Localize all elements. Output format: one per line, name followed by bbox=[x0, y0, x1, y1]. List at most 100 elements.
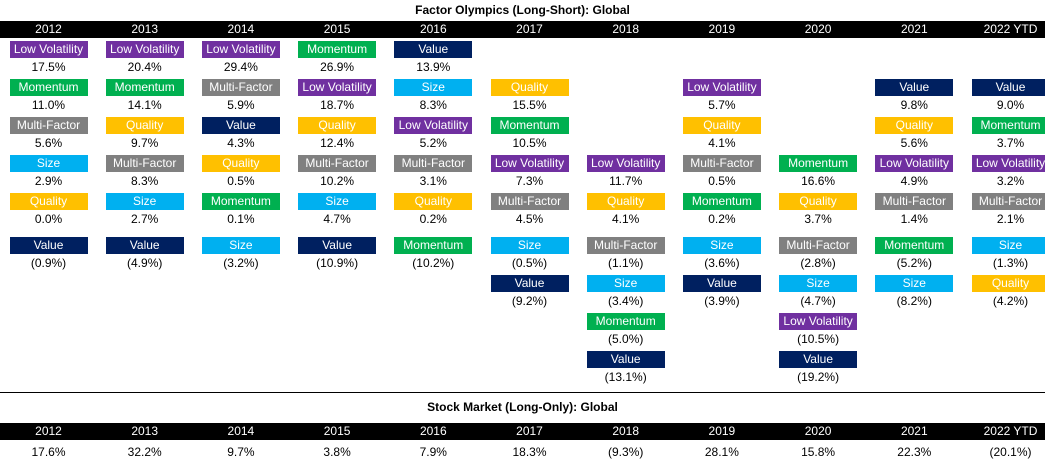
factor-label-momentum: Momentum bbox=[875, 237, 954, 254]
factor-return: 5.6% bbox=[900, 136, 928, 150]
factor-label-multi-factor: Multi-Factor bbox=[490, 193, 569, 210]
factor-label-low-volatility: Low Volatility bbox=[9, 41, 88, 58]
factor-return: (9.2%) bbox=[511, 294, 548, 308]
market-year-header-2022-ytd: 2022 YTD bbox=[983, 424, 1038, 438]
year-header-bar: 2012 2013 2014 2015 2016 2017 2018 2019 2020 2021… bbox=[0, 21, 1045, 38]
factor-return: (19.2%) bbox=[797, 370, 840, 384]
factor-return: 5.6% bbox=[34, 136, 63, 150]
factor-return: 9.0% bbox=[996, 98, 1025, 112]
market-return: 28.1% bbox=[704, 445, 739, 459]
factor-return: 10.2% bbox=[320, 174, 355, 188]
factor-return: (4.2%) bbox=[992, 294, 1029, 308]
market-return: 9.7% bbox=[227, 445, 255, 459]
year-header-2019: 2019 bbox=[708, 22, 736, 36]
factor-return: (4.7%) bbox=[800, 294, 836, 308]
factor-return: 4.9% bbox=[900, 174, 928, 188]
market-year-header-2014: 2014 bbox=[227, 424, 255, 438]
factor-label-low-volatility: Low Volatility bbox=[394, 117, 473, 134]
factor-label-multi-factor: Multi-Factor bbox=[586, 237, 665, 254]
factor-label-value: Value bbox=[298, 237, 377, 254]
factor-label-multi-factor: Multi-Factor bbox=[682, 155, 761, 172]
factor-label-multi-factor: Multi-Factor bbox=[394, 155, 473, 172]
factor-label-size: Size bbox=[875, 275, 954, 292]
year-header-2015: 2015 bbox=[323, 22, 351, 36]
factor-return: (5.2%) bbox=[896, 256, 932, 270]
market-title: Stock Market (Long-Only): Global bbox=[427, 400, 618, 414]
factor-return: 11.0% bbox=[31, 98, 66, 112]
market-year-header-bar: 2012 2013 2014 2015 2016 2017 2018 2019 2020 2021… bbox=[0, 423, 1045, 440]
factor-label-size: Size bbox=[394, 79, 473, 96]
factor-label-momentum: Momentum bbox=[9, 79, 88, 96]
market-year-header-2015: 2015 bbox=[323, 424, 351, 438]
factor-label-low-volatility: Low Volatility bbox=[779, 313, 858, 330]
year-header-2017: 2017 bbox=[516, 22, 543, 36]
factor-label-multi-factor: Multi-Factor bbox=[971, 193, 1045, 210]
factor-label-momentum: Momentum bbox=[779, 155, 858, 172]
factor-return: (8.2%) bbox=[896, 294, 932, 308]
factor-label-low-volatility: Low Volatility bbox=[971, 155, 1045, 172]
factor-return: 4.5% bbox=[515, 212, 544, 226]
factor-return: (0.9%) bbox=[30, 256, 67, 270]
factor-return: 13.9% bbox=[416, 60, 451, 74]
factor-label-multi-factor: Multi-Factor bbox=[779, 237, 858, 254]
factor-label-quality: Quality bbox=[875, 117, 954, 134]
market-return: 7.9% bbox=[419, 445, 447, 459]
year-header-2020: 2020 bbox=[804, 22, 832, 36]
factor-label-value: Value bbox=[201, 117, 280, 134]
factor-return: (2.8%) bbox=[800, 256, 836, 270]
factor-return: 29.4% bbox=[223, 60, 258, 74]
market-return: 15.8% bbox=[801, 445, 836, 459]
factor-return: 11.7% bbox=[609, 174, 643, 188]
factor-label-quality: Quality bbox=[586, 193, 665, 210]
factor-label-value: Value bbox=[586, 351, 665, 368]
factor-return: 2.9% bbox=[34, 174, 63, 188]
factor-return: (3.4%) bbox=[608, 294, 644, 308]
market-year-header-2018: 2018 bbox=[612, 424, 640, 438]
factor-return: 0.2% bbox=[419, 212, 447, 226]
factor-label-size: Size bbox=[201, 237, 280, 254]
factor-return: 4.1% bbox=[612, 212, 640, 226]
factor-return: 0.1% bbox=[227, 212, 255, 226]
factor-return: 9.8% bbox=[900, 98, 928, 112]
chart-title: Factor Olympics (Long-Short): Global bbox=[415, 3, 630, 17]
factor-label-multi-factor: Multi-Factor bbox=[201, 79, 280, 96]
market-return: (20.1%) bbox=[989, 445, 1032, 459]
market-return: 32.2% bbox=[127, 445, 162, 459]
divider-line bbox=[0, 392, 1045, 393]
factor-return: 4.1% bbox=[708, 136, 736, 150]
market-return: 17.6% bbox=[31, 445, 66, 459]
year-header-2018: 2018 bbox=[612, 22, 640, 36]
factor-return: 2.1% bbox=[996, 212, 1025, 226]
factor-return: (4.9%) bbox=[127, 256, 163, 270]
year-header-2016: 2016 bbox=[419, 22, 447, 36]
market-return: 3.8% bbox=[323, 445, 351, 459]
factor-label-multi-factor: Multi-Factor bbox=[105, 155, 184, 172]
factor-return: 15.5% bbox=[512, 98, 547, 112]
factor-label-momentum: Momentum bbox=[105, 79, 184, 96]
factor-label-quality: Quality bbox=[682, 117, 761, 134]
factor-label-value: Value bbox=[682, 275, 761, 292]
factor-label-quality: Quality bbox=[971, 275, 1045, 292]
market-return: 18.3% bbox=[512, 445, 547, 459]
market-return: (9.3%) bbox=[608, 445, 644, 459]
factor-label-low-volatility: Low Volatility bbox=[201, 41, 280, 58]
factor-return: 18.7% bbox=[320, 98, 355, 112]
factor-label-multi-factor: Multi-Factor bbox=[298, 155, 377, 172]
factor-label-quality: Quality bbox=[298, 117, 377, 134]
factor-return: 8.3% bbox=[419, 98, 447, 112]
factor-return: 3.7% bbox=[996, 136, 1025, 150]
factor-label-value: Value bbox=[779, 351, 858, 368]
factor-return: 3.7% bbox=[804, 212, 832, 226]
factor-label-momentum: Momentum bbox=[201, 193, 280, 210]
factor-label-size: Size bbox=[586, 275, 665, 292]
year-header-2014: 2014 bbox=[227, 22, 255, 36]
factor-label-low-volatility: Low Volatility bbox=[875, 155, 954, 172]
factor-label-quality: Quality bbox=[394, 193, 473, 210]
factor-label-quality: Quality bbox=[490, 79, 569, 96]
factor-label-momentum: Momentum bbox=[394, 237, 473, 254]
factor-return: 16.6% bbox=[801, 174, 836, 188]
factor-return: (13.1%) bbox=[604, 370, 647, 384]
factor-return: (10.2%) bbox=[412, 256, 455, 270]
factor-return: 2.7% bbox=[131, 212, 159, 226]
market-year-header-2021: 2021 bbox=[900, 424, 928, 438]
